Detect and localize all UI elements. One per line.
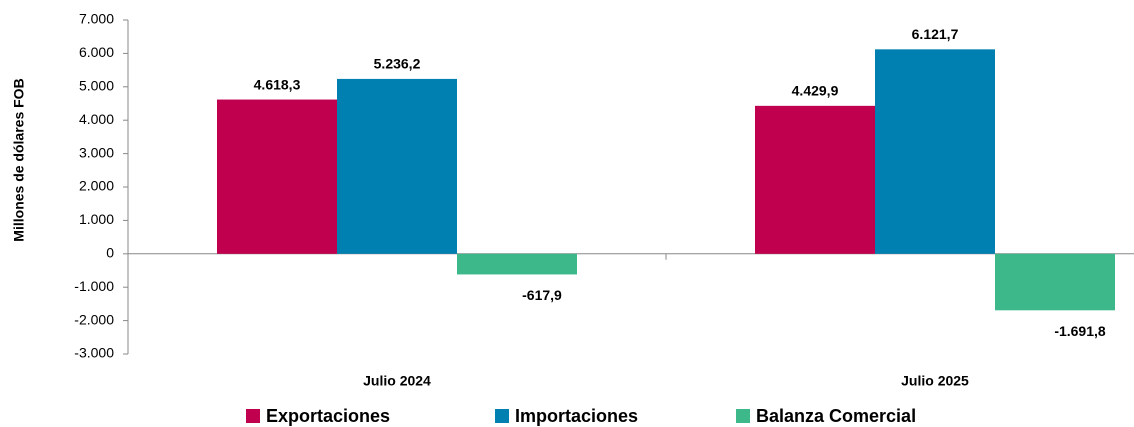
bar — [995, 253, 1115, 311]
x-tick-label: Julio 2024 — [363, 373, 431, 389]
legend-swatch — [495, 409, 509, 423]
legend-label: Exportaciones — [266, 406, 390, 426]
bar — [457, 253, 577, 275]
y-tick-label: -1.000 — [74, 278, 114, 294]
y-tick-label: 1.000 — [79, 211, 114, 227]
legend-label: Balanza Comercial — [756, 406, 916, 426]
y-tick-label: -2.000 — [74, 311, 114, 327]
legend-swatch — [736, 409, 750, 423]
data-label: 4.618,3 — [254, 76, 301, 92]
y-tick-label: 2.000 — [79, 178, 114, 194]
y-tick-label: -3.000 — [74, 345, 114, 361]
x-tick-label: Julio 2025 — [901, 373, 969, 389]
y-tick-label: 4.000 — [79, 111, 114, 127]
y-tick-label: 5.000 — [79, 78, 114, 94]
bar — [755, 105, 875, 254]
data-label: -1.691,8 — [1054, 323, 1106, 339]
y-tick-label: 6.000 — [79, 44, 114, 60]
bar — [217, 99, 337, 254]
y-axis-label: Millones de dólares FOB — [11, 78, 27, 241]
legend-label: Importaciones — [515, 406, 638, 426]
data-label: -617,9 — [522, 287, 562, 303]
y-tick-label: 7.000 — [79, 11, 114, 27]
y-tick-label: 0 — [106, 245, 114, 261]
bar — [875, 49, 995, 254]
bar — [337, 78, 457, 254]
data-label: 5.236,2 — [374, 56, 421, 72]
legend-swatch — [246, 409, 260, 423]
data-label: 6.121,7 — [912, 26, 959, 42]
data-label: 4.429,9 — [792, 83, 839, 99]
y-tick-label: 3.000 — [79, 144, 114, 160]
